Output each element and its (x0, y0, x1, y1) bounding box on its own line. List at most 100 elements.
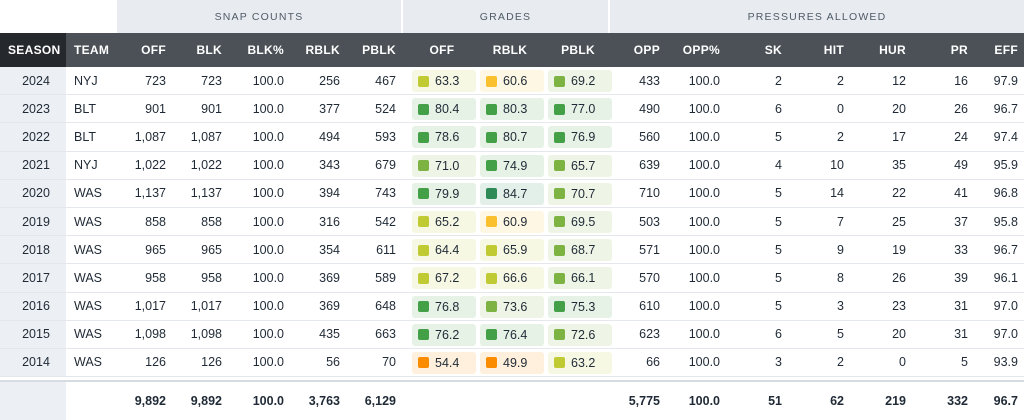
group-header-pressures: PRESSURES ALLOWED (610, 0, 1024, 33)
col-grade-off[interactable]: OFF (429, 43, 455, 57)
cell-eff: 97.4 (993, 129, 1018, 144)
cell-pblk: 467 (375, 73, 396, 88)
table-row[interactable]: 2023 BLT 901 901 100.0 377 524 490 100.0 6 0 20 26 96… (0, 95, 1024, 124)
grade-color-swatch (418, 103, 429, 115)
grade-rblk-value: 65.9 (503, 243, 528, 258)
grade-rblk-value: 60.6 (503, 74, 528, 88)
grade-pblk-value: 63.2 (571, 355, 596, 370)
cell-pblk: 743 (375, 186, 396, 201)
cell-pr: 33 (954, 242, 968, 257)
col-grade-rblk[interactable]: RBLK (492, 43, 528, 57)
cell-hur: 12 (892, 73, 906, 88)
group-header-grades: GRADES (403, 0, 608, 33)
table-row[interactable]: 2018 WAS 965 965 100.0 354 611 571 100.0 5 9 19 33 96… (0, 236, 1024, 265)
table-row[interactable]: 2014 WAS 126 126 100.0 56 70 66 100.0 3 2 0 5 93.9 54.… (0, 348, 1024, 378)
grade-color-swatch (554, 272, 565, 284)
cell-blk: 1,022 (190, 158, 222, 173)
cell-sk: 5 (775, 242, 782, 257)
col-grade-pblk[interactable]: PBLK (561, 43, 595, 57)
col-blk-pct[interactable]: BLK% (247, 43, 284, 57)
cell-opp-pct: 100.0 (688, 327, 720, 342)
cell-off: 958 (145, 270, 166, 285)
table-row[interactable]: 2016 WAS 1,017 1,017 100.0 369 648 610 100.0 5 3 23… (0, 292, 1024, 321)
cell-team: WAS (74, 355, 103, 370)
cell-rblk: 369 (319, 270, 340, 285)
grade-rblk-badge: 66.6 (480, 267, 544, 290)
cell-pr: 49 (954, 158, 968, 173)
grade-color-swatch (554, 244, 565, 256)
cell-blk-pct: 100.0 (252, 242, 284, 257)
table-row[interactable]: 2022 BLT 1,087 1,087 100.0 494 593 560 100.0 5 2 17… (0, 123, 1024, 152)
cell-season: 2018 (22, 242, 50, 257)
cell-opp: 710 (639, 186, 660, 201)
cell-team: WAS (74, 186, 103, 201)
grade-off-badge: 76.8 (412, 295, 476, 318)
cell-blk-pct: 100.0 (252, 158, 284, 173)
season-cell-bg (0, 151, 66, 179)
col-sk[interactable]: SK (764, 43, 782, 57)
col-hur[interactable]: HUR (879, 43, 906, 57)
table-row[interactable]: 2015 WAS 1,098 1,098 100.0 435 663 623 100.0 6 5 20… (0, 320, 1024, 349)
grade-off-badge: 79.9 (412, 182, 476, 205)
col-season[interactable]: SEASON (8, 43, 61, 57)
group-header-row: SNAP COUNTS GRADES PRESSURES ALLOWED (0, 0, 1024, 33)
col-team[interactable]: TEAM (74, 43, 110, 57)
total-blk-pct: 100.0 (252, 394, 284, 408)
table-row[interactable]: 2017 WAS 958 958 100.0 369 589 570 100.0 5 8 26 39 96… (0, 264, 1024, 293)
cell-pblk: 648 (375, 299, 396, 314)
cell-rblk: 394 (319, 186, 340, 201)
grade-pblk-value: 72.6 (571, 327, 596, 342)
cell-rblk: 354 (319, 242, 340, 257)
col-opp[interactable]: OPP (633, 43, 660, 57)
table-body: 2024 NYJ 723 723 100.0 256 467 433 100.0 2 2 12 16 97… (0, 67, 1024, 378)
col-pr[interactable]: PR (950, 43, 968, 57)
grade-off-badge: 54.4 (412, 351, 476, 374)
table-row[interactable]: 2021 NYJ 1,022 1,022 100.0 343 679 639 100.0 4 10 3… (0, 151, 1024, 180)
cell-off: 1,098 (134, 327, 166, 342)
grade-rblk-badge: 80.7 (480, 126, 544, 149)
col-off[interactable]: OFF (141, 43, 166, 57)
grade-off-badge: 63.3 (412, 70, 476, 92)
cell-sk: 5 (775, 270, 782, 285)
table-row[interactable]: 2020 WAS 1,137 1,137 100.0 394 743 710 100.0 5 14 2… (0, 179, 1024, 208)
grade-pblk-value: 75.3 (571, 299, 596, 314)
col-opp-pct[interactable]: OPP% (682, 43, 720, 57)
cell-pblk: 70 (382, 355, 396, 370)
grade-off-badge: 78.6 (412, 126, 476, 149)
total-opp: 5,775 (628, 394, 660, 408)
total-rblk: 3,763 (308, 394, 340, 408)
cell-opp: 639 (639, 158, 660, 173)
cell-pr: 31 (954, 299, 968, 314)
cell-pblk: 589 (375, 270, 396, 285)
col-rblk[interactable]: RBLK (305, 43, 340, 57)
cell-blk-pct: 100.0 (252, 73, 284, 88)
cell-blk: 965 (201, 242, 222, 257)
grade-off-value: 76.2 (435, 327, 460, 342)
cell-sk: 6 (775, 101, 782, 116)
cell-hit: 9 (837, 242, 844, 257)
grade-pblk-value: 70.7 (571, 186, 596, 201)
table-row[interactable]: 2024 NYJ 723 723 100.0 256 467 433 100.0 2 2 12 16 97… (0, 67, 1024, 96)
cell-blk: 858 (201, 214, 222, 229)
grade-color-swatch (418, 75, 429, 87)
table-row[interactable]: 2019 WAS 858 858 100.0 316 542 503 100.0 5 7 25 37 95… (0, 207, 1024, 237)
cell-blk-pct: 100.0 (252, 327, 284, 342)
col-eff[interactable]: EFF (994, 43, 1018, 57)
cell-rblk: 377 (319, 101, 340, 116)
grade-color-swatch (418, 329, 429, 341)
grade-rblk-value: 66.6 (503, 271, 528, 286)
cell-blk: 958 (201, 270, 222, 285)
cell-hur: 20 (892, 327, 906, 342)
cell-sk: 4 (775, 158, 782, 173)
cell-sk: 5 (775, 186, 782, 201)
grade-pblk-value: 69.2 (571, 74, 596, 88)
cell-pr: 31 (954, 327, 968, 342)
col-pblk[interactable]: PBLK (362, 43, 396, 57)
cell-pblk: 542 (375, 214, 396, 229)
grade-off-value: 65.2 (435, 214, 460, 229)
cell-season: 2014 (22, 355, 50, 370)
cell-team: WAS (74, 242, 103, 257)
col-hit[interactable]: HIT (823, 43, 844, 57)
cell-opp: 571 (639, 242, 660, 257)
col-blk[interactable]: BLK (196, 43, 222, 57)
